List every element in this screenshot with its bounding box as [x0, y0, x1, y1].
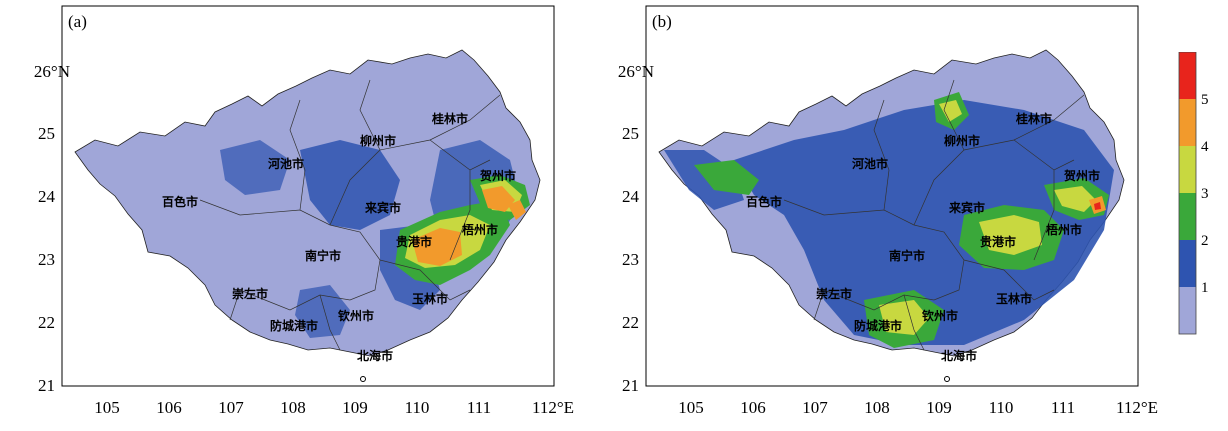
island-dot [944, 376, 950, 382]
city-label-baise: 百色市 [746, 194, 782, 209]
colorbar-swatch [1179, 193, 1196, 240]
city-label-baise: 百色市 [162, 194, 198, 209]
colorbar-swatch [1179, 240, 1196, 287]
city-label-chongzuo: 崇左市 [232, 286, 268, 301]
y-tick-label: 24 [38, 187, 56, 206]
city-label-fangchenggang: 防城港市 [270, 318, 318, 333]
city-label-hechi: 河池市 [267, 156, 304, 171]
y-tick-label: 22 [38, 313, 55, 332]
x-axis: 105 106 107 108 109 110 111 112°E [94, 398, 574, 417]
city-label-hezhou: 贺州市 [1063, 168, 1100, 183]
y-tick-label: 21 [622, 376, 639, 395]
y-axis: 21 22 23 24 25 26°N [618, 62, 654, 395]
colorbar-label: 1 [1201, 280, 1209, 296]
colorbar-swatch [1179, 287, 1196, 334]
x-axis: 105 106 107 108 109 110 111 112°E [678, 398, 1158, 417]
city-label-qinzhou: 钦州市 [338, 308, 374, 323]
guangxi-region [74, 49, 541, 382]
y-tick-label: 24 [622, 187, 640, 206]
y-tick-label: 23 [622, 250, 639, 269]
x-tick-label: 111 [1051, 398, 1075, 417]
x-tick-label: 112°E [532, 398, 574, 417]
city-label-laibin: 来宾市 [364, 200, 401, 215]
y-tick-label: 25 [622, 124, 639, 143]
y-tick-label: 26°N [618, 62, 654, 81]
green-patch [694, 160, 759, 195]
map-panel-b: 桂林市 柳州市 河池市 百色市 来宾市 贺州市 梧州市 贵港市 南宁市 崇左市 … [618, 5, 1158, 417]
city-label-liuzhou: 柳州市 [944, 133, 980, 148]
city-label-fangchenggang: 防城港市 [854, 318, 902, 333]
dark-patch [295, 285, 350, 338]
panel-label: (a) [68, 12, 87, 31]
city-label-beihai: 北海市 [941, 348, 977, 363]
y-tick-label: 22 [622, 313, 639, 332]
dark-patch [300, 140, 400, 230]
y-tick-label: 26°N [34, 62, 70, 81]
x-tick-label: 106 [740, 398, 766, 417]
city-labels: 桂林市 柳州市 河池市 百色市 来宾市 贺州市 梧州市 贵港市 南宁市 崇左市 … [162, 111, 516, 363]
orange-patch [482, 186, 515, 212]
colorbar-label: 2 [1201, 233, 1209, 249]
city-label-wuzhou: 梧州市 [1046, 222, 1082, 237]
city-label-liuzhou: 柳州市 [360, 133, 396, 148]
x-tick-label: 105 [94, 398, 120, 417]
y-axis: 21 22 23 24 25 26°N [34, 62, 70, 395]
city-label-nanning: 南宁市 [305, 248, 341, 263]
city-label-nanning: 南宁市 [889, 248, 925, 263]
city-label-guilin: 桂林市 [431, 111, 468, 126]
dark-patch [220, 140, 290, 195]
city-label-laibin: 来宾市 [948, 200, 985, 215]
x-tick-label: 106 [156, 398, 182, 417]
city-label-qinzhou: 钦州市 [922, 308, 958, 323]
city-label-hezhou: 贺州市 [479, 168, 516, 183]
city-label-guilin: 桂林市 [1015, 111, 1052, 126]
x-tick-label: 110 [405, 398, 430, 417]
x-tick-label: 108 [864, 398, 890, 417]
city-label-beihai: 北海市 [357, 348, 393, 363]
yellow-patch [879, 300, 929, 335]
x-tick-label: 109 [342, 398, 368, 417]
colorbar-legend: 5 4 3 2 1 [1178, 52, 1209, 335]
colorbar-label: 3 [1201, 186, 1209, 202]
y-tick-label: 25 [38, 124, 55, 143]
colorbar-swatch [1179, 99, 1196, 146]
city-label-guigang: 贵港市 [396, 234, 432, 249]
city-label-guigang: 贵港市 [980, 234, 1016, 249]
x-tick-label: 110 [989, 398, 1014, 417]
colorbar-frame [1178, 52, 1197, 335]
x-tick-label: 111 [467, 398, 491, 417]
city-labels: 桂林市 柳州市 河池市 百色市 来宾市 贺州市 梧州市 贵港市 南宁市 崇左市 … [746, 111, 1100, 363]
x-tick-label: 109 [926, 398, 952, 417]
city-boundaries [199, 79, 501, 351]
city-label-yulin: 玉林市 [996, 291, 1032, 306]
colorbar-swatch [1179, 52, 1196, 99]
city-label-wuzhou: 梧州市 [462, 222, 498, 237]
colorbar-label: 4 [1201, 139, 1209, 155]
guangxi-region [658, 49, 1125, 382]
x-tick-label: 107 [218, 398, 244, 417]
yellow-patch [979, 215, 1042, 255]
dark-patch [734, 100, 1114, 345]
x-tick-label: 105 [678, 398, 704, 417]
yellow-patch [939, 100, 962, 122]
y-tick-label: 23 [38, 250, 55, 269]
yellow-patch [1054, 186, 1096, 212]
panel-label: (b) [652, 12, 672, 31]
x-tick-label: 108 [280, 398, 306, 417]
city-label-yulin: 玉林市 [412, 291, 448, 306]
colorbar-swatch [1179, 146, 1196, 193]
city-label-chongzuo: 崇左市 [816, 286, 852, 301]
red-patch [1094, 202, 1101, 210]
x-tick-label: 112°E [1116, 398, 1158, 417]
city-boundaries [783, 79, 1085, 351]
colorbar-label: 5 [1201, 92, 1209, 108]
orange-patch [508, 200, 526, 220]
island-dot [360, 376, 366, 382]
x-tick-label: 107 [802, 398, 828, 417]
map-panel-a: 桂林市 柳州市 河池市 百色市 来宾市 贺州市 梧州市 贵港市 南宁市 崇左市 … [34, 5, 574, 417]
orange-patch [412, 228, 462, 266]
city-label-hechi: 河池市 [851, 156, 888, 171]
y-tick-label: 21 [38, 376, 55, 395]
